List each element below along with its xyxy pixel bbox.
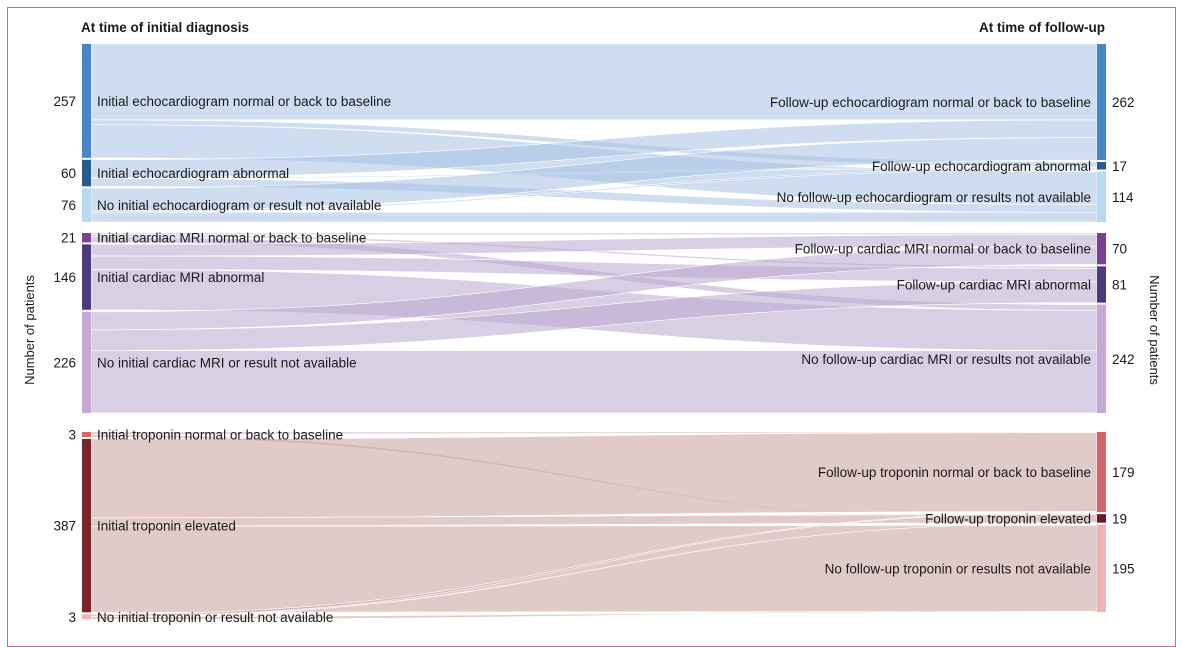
node-layer [82, 44, 1106, 620]
label-right-mri-2: No follow-up cardiac MRI or results not … [801, 352, 1091, 367]
count-right-echo-0: 262 [1112, 95, 1135, 110]
node-left-mri-0 [82, 233, 91, 243]
count-right-mri-0: 70 [1112, 242, 1127, 257]
node-right-echo-1 [1097, 162, 1106, 170]
count-left-trop-2: 3 [68, 610, 76, 625]
label-left-trop-1: Initial troponin elevated [97, 519, 236, 534]
count-left-trop-0: 3 [68, 428, 76, 443]
node-left-mri-2 [82, 311, 91, 413]
label-left-trop-0: Initial troponin normal or back to basel… [97, 428, 343, 443]
count-left-trop-1: 387 [53, 519, 76, 534]
count-right-echo-1: 17 [1112, 159, 1127, 174]
flow-layer [90, 43, 1098, 620]
label-left-echo-0: Initial echocardiogram normal or back to… [97, 94, 391, 109]
flow-echo-2-1 [90, 167, 1098, 213]
node-left-trop-1 [82, 439, 91, 613]
label-right-echo-1: Follow-up echocardiogram abnormal [872, 159, 1091, 174]
count-left-echo-2: 76 [61, 198, 76, 213]
count-left-echo-1: 60 [61, 166, 76, 181]
node-right-trop-0 [1097, 432, 1106, 513]
flow-trop-2-0 [90, 511, 1098, 617]
count-right-trop-2: 195 [1112, 561, 1135, 576]
label-left-mri-2: No initial cardiac MRI or result not ava… [97, 355, 357, 370]
flow-echo-2-2 [90, 211, 1098, 223]
label-right-echo-0: Follow-up echocardiogram normal or back … [770, 95, 1091, 110]
node-right-mri-0 [1097, 233, 1106, 265]
header-initial: At time of initial diagnosis [81, 20, 249, 35]
axis-label-right: Number of patients [1147, 275, 1162, 385]
label-right-trop-1: Follow-up troponin elevated [925, 511, 1091, 526]
count-right-mri-1: 81 [1112, 277, 1127, 292]
count-right-echo-2: 114 [1112, 190, 1134, 205]
node-right-trop-1 [1097, 514, 1106, 523]
node-right-trop-2 [1097, 524, 1106, 612]
sankey-diagram: Initial echocardiogram normal or back to… [22, 20, 1162, 625]
label-right-echo-2: No follow-up echocardiogram or results n… [777, 190, 1091, 205]
label-left-echo-1: Initial echocardiogram abnormal [97, 166, 289, 181]
label-right-mri-0: Follow-up cardiac MRI normal or back to … [795, 242, 1091, 257]
node-left-trop-2 [82, 614, 91, 620]
count-left-mri-1: 146 [53, 270, 76, 285]
count-right-mri-2: 242 [1112, 352, 1135, 367]
count-left-mri-2: 226 [53, 355, 76, 370]
label-left-echo-2: No initial echocardiogram or result not … [97, 198, 381, 213]
count-left-echo-0: 257 [53, 94, 76, 109]
node-left-mri-1 [82, 244, 91, 310]
node-right-mri-2 [1097, 304, 1106, 413]
label-right-trop-2: No follow-up troponin or results not ava… [825, 561, 1091, 576]
axis-label-left: Number of patients [22, 275, 37, 385]
label-left-mri-1: Initial cardiac MRI abnormal [97, 270, 264, 285]
header-follow-up: At time of follow-up [979, 20, 1105, 35]
count-right-trop-1: 19 [1112, 511, 1127, 526]
count-left-mri-0: 21 [61, 231, 76, 246]
label-layer: Initial echocardiogram normal or back to… [53, 94, 1134, 625]
label-right-mri-1: Follow-up cardiac MRI abnormal [897, 277, 1091, 292]
node-left-echo-1 [82, 159, 91, 187]
flow-mri-2-0 [90, 246, 1098, 331]
node-left-echo-2 [82, 188, 91, 222]
label-right-trop-0: Follow-up troponin normal or back to bas… [818, 465, 1091, 480]
node-left-echo-0 [82, 44, 91, 158]
label-left-trop-2: No initial troponin or result not availa… [97, 610, 333, 625]
flow-trop-2-1 [90, 522, 1098, 618]
count-right-trop-0: 179 [1112, 465, 1135, 480]
node-left-trop-0 [82, 432, 91, 437]
node-right-echo-0 [1097, 44, 1106, 160]
label-left-mri-0: Initial cardiac MRI normal or back to ba… [97, 231, 366, 246]
node-right-echo-2 [1097, 171, 1106, 222]
node-right-mri-1 [1097, 266, 1106, 303]
